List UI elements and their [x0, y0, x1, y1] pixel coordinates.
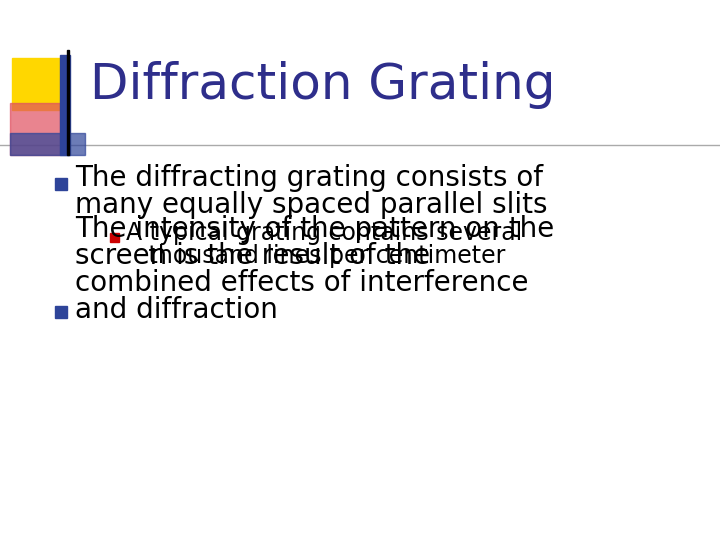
Text: The intensity of the pattern on the: The intensity of the pattern on the — [75, 215, 554, 243]
Text: screen is the result of the: screen is the result of the — [75, 242, 430, 270]
Bar — [12, 58, 67, 110]
Text: A typical grating contains several: A typical grating contains several — [126, 221, 522, 245]
Text: Diffraction Grating: Diffraction Grating — [90, 61, 556, 109]
Text: thousand lines per centimeter: thousand lines per centimeter — [126, 244, 505, 268]
Bar — [67, 50, 69, 155]
Text: and diffraction: and diffraction — [75, 296, 278, 324]
Bar — [55, 306, 67, 318]
Text: The diffracting grating consists of: The diffracting grating consists of — [75, 164, 543, 192]
Text: combined effects of interference: combined effects of interference — [75, 269, 528, 297]
Bar — [55, 178, 67, 190]
Bar — [10, 133, 85, 155]
Bar — [10, 103, 60, 155]
Bar — [60, 55, 70, 155]
Text: many equally spaced parallel slits: many equally spaced parallel slits — [75, 191, 547, 219]
Bar — [110, 233, 119, 242]
